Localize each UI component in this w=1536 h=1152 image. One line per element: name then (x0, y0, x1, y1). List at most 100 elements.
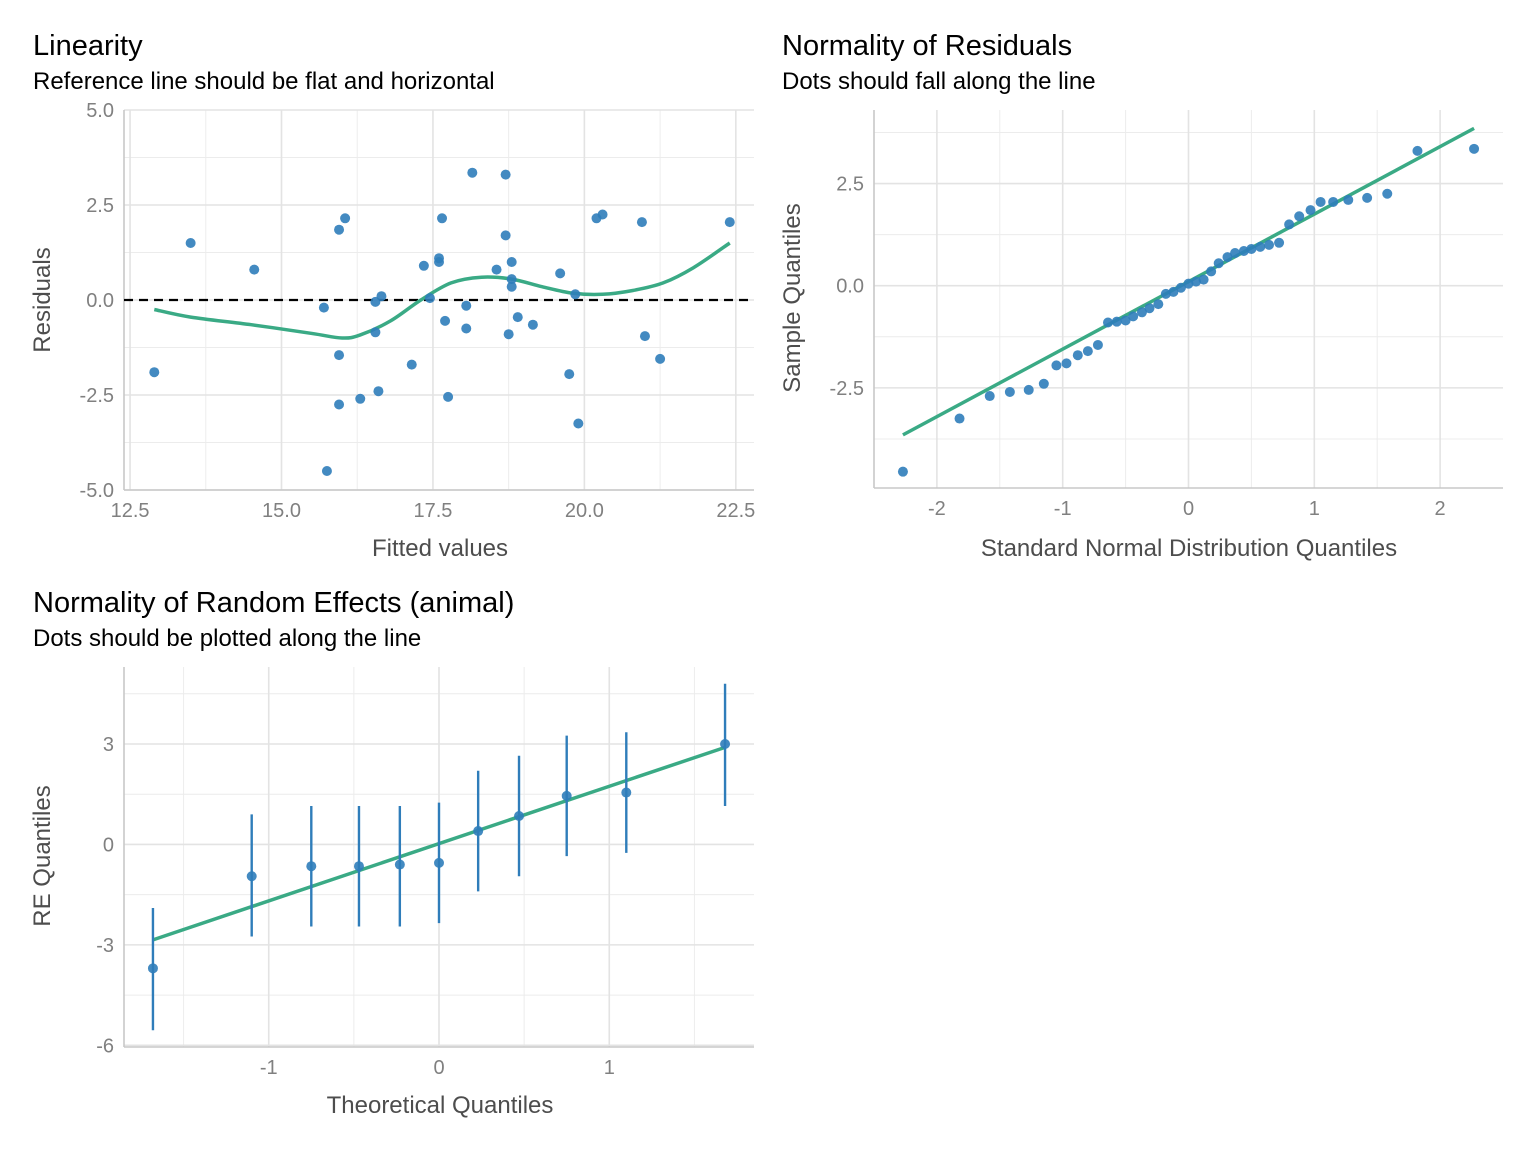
normality-random-effects-y-tick-label: -3 (96, 935, 114, 957)
normality-residuals-panel: Normality of Residuals Dots should fall … (779, 30, 1503, 562)
normality-residuals-data-point (1274, 237, 1285, 248)
normality-residuals-x-tick-label: -1 (1054, 498, 1072, 520)
linearity-data-point (570, 289, 581, 300)
normality-residuals-data-point (1264, 239, 1275, 250)
normality-residuals-data-point (1136, 307, 1147, 318)
normality-residuals-data-point (1191, 276, 1202, 287)
normality-random-effects-panel: Normality of Random Effects (animal) Dot… (29, 587, 754, 1119)
normality-random-effects-data-point (246, 871, 257, 882)
normality-residuals-y-axis-title: Sample Quantiles (779, 203, 806, 392)
normality-residuals-axes (873, 110, 1503, 489)
normality-random-effects-data-point (306, 861, 317, 872)
linearity-marks (124, 167, 754, 476)
linearity-x-tick-label: 22.5 (716, 500, 755, 522)
linearity-data-point (434, 253, 444, 264)
linearity-data-point (461, 300, 472, 311)
normality-residuals-data-point (1061, 358, 1072, 369)
linearity-data-point (334, 350, 345, 361)
linearity-data-point (724, 217, 735, 228)
normality-residuals-data-point (1082, 346, 1093, 357)
linearity-y-tick-label: -2.5 (80, 385, 114, 407)
linearity-y-tick-label: -5.0 (80, 480, 114, 502)
linearity-data-point (512, 312, 523, 323)
normality-residuals-data-point (1120, 315, 1131, 326)
normality-residuals-data-point (1230, 248, 1241, 259)
linearity-y-tick-label: 2.5 (86, 195, 114, 217)
normality-residuals-data-point (1315, 196, 1326, 207)
normality-random-effects-subtitle: Dots should be plotted along the line (33, 625, 421, 652)
linearity-x-tick-label: 15.0 (262, 500, 301, 522)
normality-residuals-data-point (1198, 274, 1209, 285)
normality-random-effects-x-tick-label: 1 (604, 1057, 615, 1079)
linearity-data-point (573, 418, 584, 429)
normality-residuals-data-point (1222, 252, 1233, 263)
linearity-data-point (249, 264, 260, 275)
linearity-data-point (418, 260, 429, 271)
normality-residuals-title: Normality of Residuals (782, 30, 1072, 62)
linearity-data-point (355, 393, 366, 404)
normality-residuals-data-point (1023, 384, 1034, 395)
normality-random-effects-data-point (353, 861, 364, 872)
linearity-data-point (506, 281, 517, 292)
normality-residuals-data-point (1238, 245, 1249, 256)
normality-random-effects-data-point (434, 857, 444, 868)
normality-residuals-data-point (1038, 378, 1049, 389)
normality-random-effects-data-point (514, 810, 525, 821)
normality-random-effects-data-point (394, 859, 405, 870)
linearity-data-point (318, 302, 329, 313)
linearity-data-point (527, 319, 538, 330)
linearity-y-tick-label: 0.0 (86, 290, 114, 312)
normality-residuals-data-point (897, 466, 908, 477)
linearity-data-point (437, 213, 448, 224)
linearity-y-axis-title: Residuals (29, 247, 56, 352)
normality-residuals-y-tick-label: 0.0 (836, 276, 864, 298)
linearity-data-point (149, 367, 160, 378)
normality-residuals-data-point (1469, 143, 1480, 154)
linearity-data-point (564, 369, 575, 380)
linearity-data-point (467, 167, 478, 178)
linearity-data-point (370, 327, 381, 338)
normality-residuals-marks (897, 126, 1480, 477)
linearity-title: Linearity (33, 30, 143, 62)
linearity-data-point (334, 399, 345, 410)
normality-random-effects-y-axis-title: RE Quantiles (29, 785, 56, 926)
linearity-data-point (440, 315, 451, 326)
linearity-tick-labels: 12.5 15.0 17.5 20.0 22.5 -5.0 -2.5 0.0 2.5 5.0 (80, 100, 756, 522)
normality-residuals-data-point (1328, 196, 1339, 207)
linearity-data-point (443, 391, 454, 402)
linearity-data-point (376, 291, 387, 302)
normality-random-effects-data-point (621, 787, 632, 798)
linearity-data-point (340, 213, 351, 224)
linearity-data-point (500, 169, 511, 180)
normality-random-effects-title: Normality of Random Effects (animal) (33, 587, 514, 619)
normality-residuals-data-point (1128, 311, 1139, 322)
linearity-data-point (491, 264, 502, 275)
normality-residuals-x-tick-label: 1 (1309, 498, 1320, 520)
normality-random-effects-marks (147, 683, 731, 1031)
normality-residuals-gridlines (874, 110, 1503, 488)
linearity-data-point (555, 268, 566, 279)
linearity-data-point (321, 466, 332, 476)
normality-random-effects-x-tick-label: 0 (433, 1057, 444, 1079)
normality-random-effects-x-axis-title: Theoretical Quantiles (327, 1092, 554, 1119)
linearity-x-tick-label: 20.0 (565, 500, 604, 522)
normality-residuals-data-point (1175, 282, 1186, 293)
linearity-data-point (334, 224, 345, 235)
linearity-smooth-line (153, 241, 731, 340)
normality-residuals-data-point (1382, 188, 1393, 199)
normality-residuals-tick-labels: -2 -1 0 1 2 -2.5 0.0 2.5 (830, 174, 1446, 520)
linearity-data-point (185, 238, 196, 248)
normality-residuals-data-point (1102, 317, 1113, 328)
normality-residuals-data-point (1072, 350, 1083, 361)
normality-residuals-x-axis-title: Standard Normal Distribution Quantiles (981, 535, 1397, 562)
normality-residuals-data-point (1111, 316, 1122, 327)
normality-residuals-data-point (1294, 211, 1305, 222)
linearity-data-point (655, 353, 666, 364)
linearity-data-point (597, 209, 608, 220)
normality-residuals-data-point (1183, 278, 1194, 289)
linearity-data-point (506, 274, 517, 285)
normality-random-effects-y-tick-label: 3 (103, 734, 114, 756)
linearity-data-point (406, 359, 417, 370)
normality-residuals-data-point (1160, 288, 1171, 299)
